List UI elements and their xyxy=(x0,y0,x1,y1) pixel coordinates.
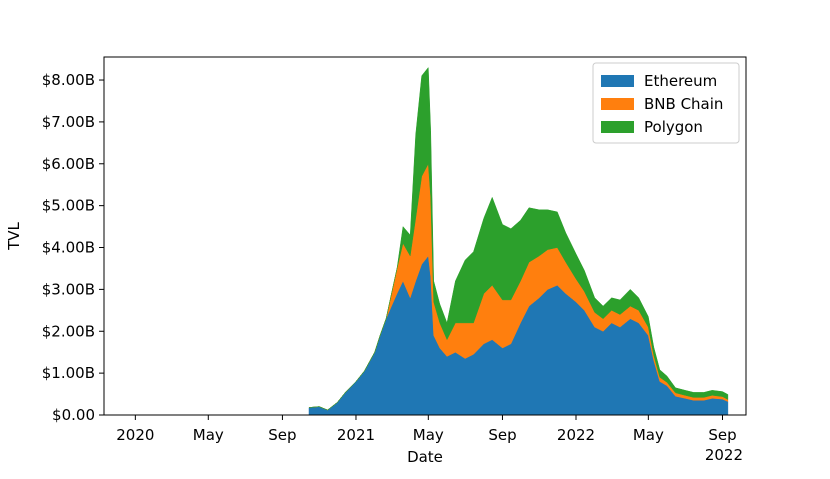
y-tick-label: $6.00B xyxy=(42,155,95,173)
area-polygon xyxy=(308,66,729,411)
x-tick-label: 2020 xyxy=(116,426,154,444)
y-tick-label: $4.00B xyxy=(42,239,95,257)
x-axis-offset-label: 2022 xyxy=(705,446,743,464)
legend-label-bnb-chain: BNB Chain xyxy=(644,95,723,113)
legend-label-ethereum: Ethereum xyxy=(644,72,717,90)
x-tick-label: Sep xyxy=(708,426,736,444)
x-tick-label: 2022 xyxy=(557,426,595,444)
y-tick-label: $5.00B xyxy=(42,197,95,215)
y-axis-label: TVL xyxy=(5,221,23,250)
x-tick-label: 2021 xyxy=(337,426,375,444)
x-tick-label: Sep xyxy=(488,426,516,444)
x-tick-label: May xyxy=(633,426,664,444)
legend-swatch-ethereum xyxy=(601,75,634,87)
legend-label-polygon: Polygon xyxy=(644,118,703,136)
y-tick-label: $0.00 xyxy=(52,406,95,424)
y-tick-label: $3.00B xyxy=(42,280,95,298)
plot-frame xyxy=(103,56,747,416)
x-tick-label: May xyxy=(193,426,224,444)
legend-swatch-bnb-chain xyxy=(601,98,634,110)
y-axis-ticks: $0.00 $1.00B $2.00B $3.00B $4.00B $5.00B $6.00… xyxy=(42,71,104,424)
y-tick-label: $7.00B xyxy=(42,113,95,131)
x-axis-label: Date xyxy=(407,448,443,466)
x-tick-label: May xyxy=(413,426,444,444)
legend-swatch-polygon xyxy=(601,121,634,133)
x-axis-ticks: 2020 May Sep 2021 May Sep 2022 May Sep xyxy=(116,415,737,444)
x-tick-label: Sep xyxy=(268,426,296,444)
y-tick-label: $8.00B xyxy=(42,71,95,89)
y-tick-label: $2.00B xyxy=(42,322,95,340)
y-tick-label: $1.00B xyxy=(42,364,95,382)
legend: Ethereum BNB Chain Polygon xyxy=(592,62,740,144)
